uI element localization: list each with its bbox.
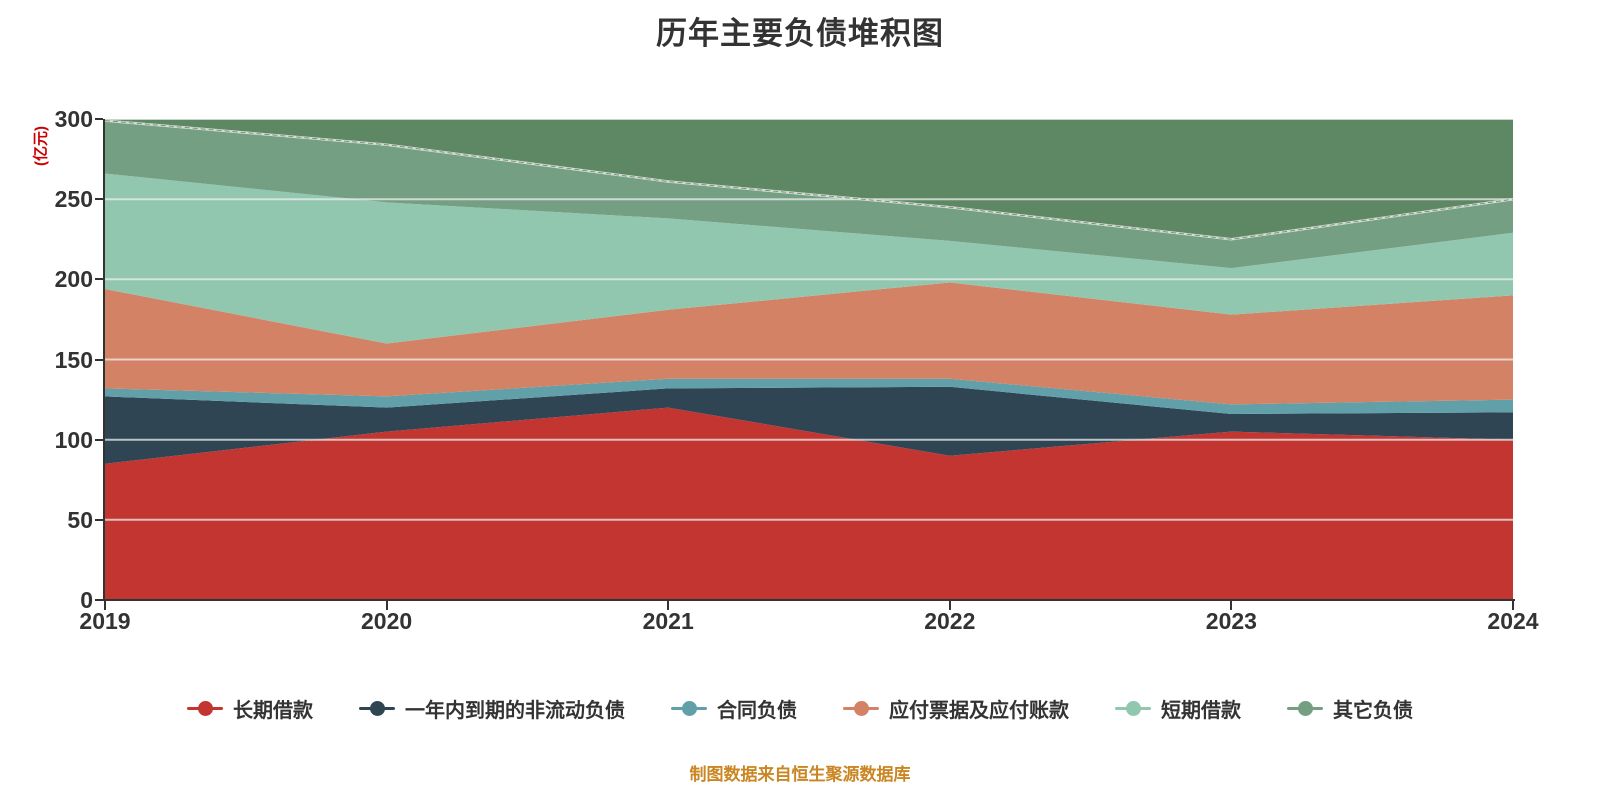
legend-label: 长期借款 — [233, 700, 313, 722]
legend-label: 应付票据及应付账款 — [889, 700, 1069, 722]
area-series-1 — [105, 407, 1513, 600]
stack-top-line-dark-edge — [105, 120, 1513, 240]
area-series-3 — [105, 378, 1513, 414]
headroom-area — [105, 119, 1513, 240]
legend-dot — [197, 701, 213, 716]
y-tick-label-50: 50 — [67, 506, 93, 533]
y-axis-line — [103, 119, 105, 601]
legend-item-6[interactable]: 其它负债 — [1287, 694, 1413, 723]
legend-item-3[interactable]: 合同负债 — [671, 694, 797, 723]
x-tick-label-2019: 2019 — [79, 608, 131, 634]
legend-dot — [369, 701, 385, 716]
y-tick-label-250: 250 — [54, 186, 93, 213]
chart-title: 历年主要负债堆积图 — [656, 16, 944, 51]
y-tick-label-300: 300 — [54, 106, 93, 132]
legend-item-1[interactable]: 长期借款 — [187, 694, 313, 723]
x-tick-2019 — [104, 601, 106, 610]
y-tick-200 — [95, 278, 103, 281]
legend-label: 一年内到期的非流动负债 — [405, 700, 625, 722]
y-tick-label-200: 200 — [54, 266, 93, 293]
x-tick-2023 — [1230, 601, 1233, 610]
legend-marker-icon — [359, 701, 395, 717]
legend-dot — [853, 701, 869, 716]
x-tick-label-2024: 2024 — [1487, 608, 1539, 634]
x-axis-line — [103, 599, 1515, 601]
y-tick-150 — [95, 358, 103, 361]
stacked-area-chart — [105, 119, 1513, 600]
y-tick-250 — [95, 198, 103, 201]
area-series-5 — [105, 173, 1513, 344]
plot-area — [105, 119, 1513, 600]
legend: 长期借款 一年内到期的非流动负债 合同负债 应付票据及应付账款 短期借款 其它负债 — [0, 694, 1600, 723]
x-tick-label-2020: 2020 — [361, 608, 413, 634]
area-series-2 — [105, 386, 1513, 464]
x-tick-2021 — [667, 601, 670, 610]
legend-dot — [1297, 701, 1313, 716]
area-series-4 — [105, 282, 1513, 405]
x-tick-2020 — [385, 601, 388, 610]
stack-top-line — [105, 119, 1513, 241]
legend-item-5[interactable]: 短期借款 — [1115, 694, 1241, 723]
legend-item-4[interactable]: 应付票据及应付账款 — [843, 694, 1069, 723]
legend-marker-icon — [671, 701, 707, 717]
y-tick-label-100: 100 — [54, 426, 93, 453]
legend-marker-icon — [1115, 701, 1151, 717]
legend-label: 合同负债 — [717, 700, 797, 722]
x-tick-label-2021: 2021 — [642, 608, 694, 634]
x-tick-label-2023: 2023 — [1205, 608, 1257, 634]
y-tick-50 — [95, 518, 103, 521]
y-tick-0 — [95, 599, 103, 601]
y-tick-300 — [95, 118, 103, 120]
legend-marker-icon — [187, 701, 223, 717]
legend-dot — [1125, 701, 1141, 716]
x-tick-label-2022: 2022 — [924, 608, 976, 634]
legend-item-2[interactable]: 一年内到期的非流动负债 — [359, 694, 625, 723]
data-source-note: 制图数据来自恒生聚源数据库 — [689, 765, 911, 784]
y-tick-label-150: 150 — [54, 346, 93, 373]
y-tick-100 — [95, 438, 103, 441]
legend-marker-icon — [1287, 701, 1323, 717]
legend-dot — [681, 701, 697, 716]
x-tick-2022 — [948, 601, 951, 610]
y-tick-label-0: 0 — [80, 587, 93, 613]
legend-label: 其它负债 — [1333, 700, 1413, 722]
x-tick-2024 — [1512, 601, 1514, 610]
legend-marker-icon — [843, 701, 879, 717]
legend-label: 短期借款 — [1161, 700, 1241, 722]
